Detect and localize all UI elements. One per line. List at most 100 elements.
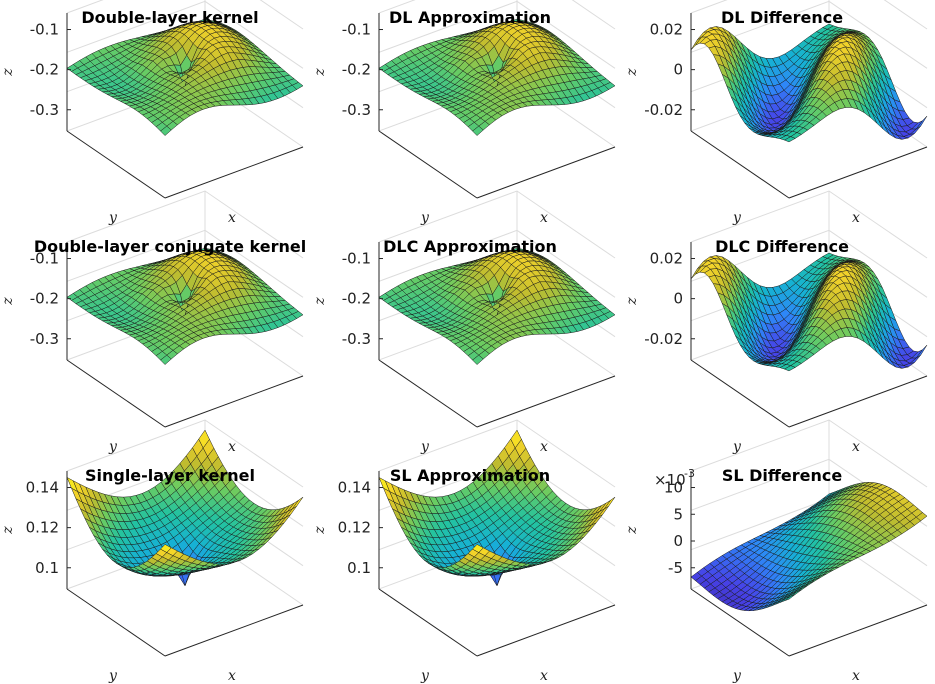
x-axis-line xyxy=(476,146,616,199)
z-tick-label: 0.14 xyxy=(338,479,371,497)
z-axis-label: z xyxy=(312,297,328,306)
x-axis-line xyxy=(164,146,304,199)
z-tick-label: 0.02 xyxy=(650,250,683,268)
panel-title: Single-layer kernel xyxy=(85,466,255,485)
panel-2: -0.1 -0.2 -0.3 z x y DL Approximation xyxy=(312,0,616,226)
surface xyxy=(66,247,304,365)
y-axis-line xyxy=(66,130,166,199)
z-tick-label: -0.3 xyxy=(30,330,59,348)
x-axis-label: x xyxy=(852,668,860,684)
z-tick-label: 5 xyxy=(673,505,683,523)
z-tick-label: -0.02 xyxy=(644,330,683,348)
x-axis-label: x xyxy=(852,210,860,226)
surface xyxy=(690,252,928,372)
panel-1: -0.1 -0.2 -0.3 z x y Double-layer kernel xyxy=(0,0,304,226)
panel-title: DL Approximation xyxy=(389,8,551,27)
z-tick-label: -0.02 xyxy=(644,101,683,119)
panel-3: 0.02 0 -0.02 z x y DL Difference xyxy=(624,0,928,226)
x-axis-label: x xyxy=(540,210,548,226)
y-axis-line xyxy=(378,130,478,199)
z-tick-label: 0.12 xyxy=(26,519,59,537)
z-tick-label: 0 xyxy=(673,290,683,308)
surface xyxy=(378,18,616,136)
panel-8: 0.14 0.12 0.1 z x y SL Approximation xyxy=(312,419,616,684)
z-tick-label: -0.3 xyxy=(342,101,371,119)
x-axis-line xyxy=(788,146,928,199)
z-tick-label: -0.2 xyxy=(30,290,59,308)
z-exponent-label: ×10 xyxy=(654,471,686,489)
x-axis-label: x xyxy=(228,210,236,226)
surface xyxy=(66,18,304,136)
surface-patch xyxy=(603,82,616,90)
x-axis-label: x xyxy=(228,439,236,455)
x-axis-label: x xyxy=(540,668,548,684)
y-axis-label: y xyxy=(732,668,742,684)
z-tick-label: 0.1 xyxy=(35,559,59,577)
x-axis-line xyxy=(788,375,928,428)
panel-7: 0.14 0.12 0.1 z x y Single-layer kernel xyxy=(0,419,304,684)
panel-title: SL Approximation xyxy=(390,466,550,485)
z-tick-label: -0.1 xyxy=(342,21,371,39)
z-axis-label: z xyxy=(312,526,328,535)
z-tick-label: -0.1 xyxy=(342,250,371,268)
surface-patch xyxy=(916,115,928,130)
y-axis-line xyxy=(690,130,790,199)
z-gridline xyxy=(378,0,616,30)
y-axis-label: y xyxy=(420,668,430,684)
z-tick-label: 0 xyxy=(673,61,683,79)
y-axis-label: y xyxy=(420,210,430,226)
panel-5: -0.1 -0.2 -0.3 z x y DLC Approximation xyxy=(312,190,616,455)
panel-6: 0.02 0 -0.02 z x y DLC Difference xyxy=(624,190,928,455)
panel-title: Double-layer conjugate kernel xyxy=(34,237,306,256)
z-tick-label: -0.1 xyxy=(30,21,59,39)
z-axis-label: z xyxy=(624,68,640,77)
x-axis-line xyxy=(788,604,928,657)
y-axis-label: y xyxy=(732,210,742,226)
z-tick-label: 0.02 xyxy=(650,21,683,39)
z-axis-label: z xyxy=(0,297,16,306)
z-tick-label: 0.14 xyxy=(26,479,59,497)
surface xyxy=(690,482,928,612)
z-tick-label: -0.3 xyxy=(30,101,59,119)
z-tick-label: 0.12 xyxy=(338,519,371,537)
panel-title: DL Difference xyxy=(721,8,843,27)
z-axis-label: z xyxy=(624,526,640,535)
z-axis-label: z xyxy=(624,297,640,306)
y-axis-line xyxy=(66,359,166,428)
y-axis-line xyxy=(66,588,166,657)
y-axis-line xyxy=(378,359,478,428)
x-axis-label: x xyxy=(228,668,236,684)
surface xyxy=(690,23,928,143)
panel-title: SL Difference xyxy=(722,466,842,485)
z-tick-label: 0 xyxy=(673,532,683,550)
z-tick-label: -0.2 xyxy=(30,61,59,79)
surface-patch xyxy=(291,82,304,90)
z-tick-label: -0.3 xyxy=(342,330,371,348)
y-axis-line xyxy=(378,588,478,657)
z-tick-label: -0.2 xyxy=(342,61,371,79)
surface xyxy=(66,429,304,587)
panel-title: Double-layer kernel xyxy=(81,8,258,27)
x-axis-line xyxy=(476,604,616,657)
panel-title: DLC Difference xyxy=(715,237,849,256)
z-gridline xyxy=(66,0,304,30)
surface-patch xyxy=(916,344,928,359)
x-axis-label: x xyxy=(540,439,548,455)
panel-title: DLC Approximation xyxy=(383,237,557,256)
y-axis-label: y xyxy=(108,210,118,226)
z-gridline xyxy=(690,0,928,30)
z-axis-label: z xyxy=(0,526,16,535)
x-axis-line xyxy=(164,604,304,657)
z-tick-label: -5 xyxy=(668,559,683,577)
z-tick-label: 0.1 xyxy=(347,559,371,577)
surface xyxy=(378,429,616,587)
z-tick-label: -0.2 xyxy=(342,290,371,308)
y-axis-line xyxy=(690,359,790,428)
z-axis-label: z xyxy=(312,68,328,77)
x-axis-line xyxy=(164,375,304,428)
z-exponent-power: -3 xyxy=(684,467,695,480)
x-axis-label: x xyxy=(852,439,860,455)
